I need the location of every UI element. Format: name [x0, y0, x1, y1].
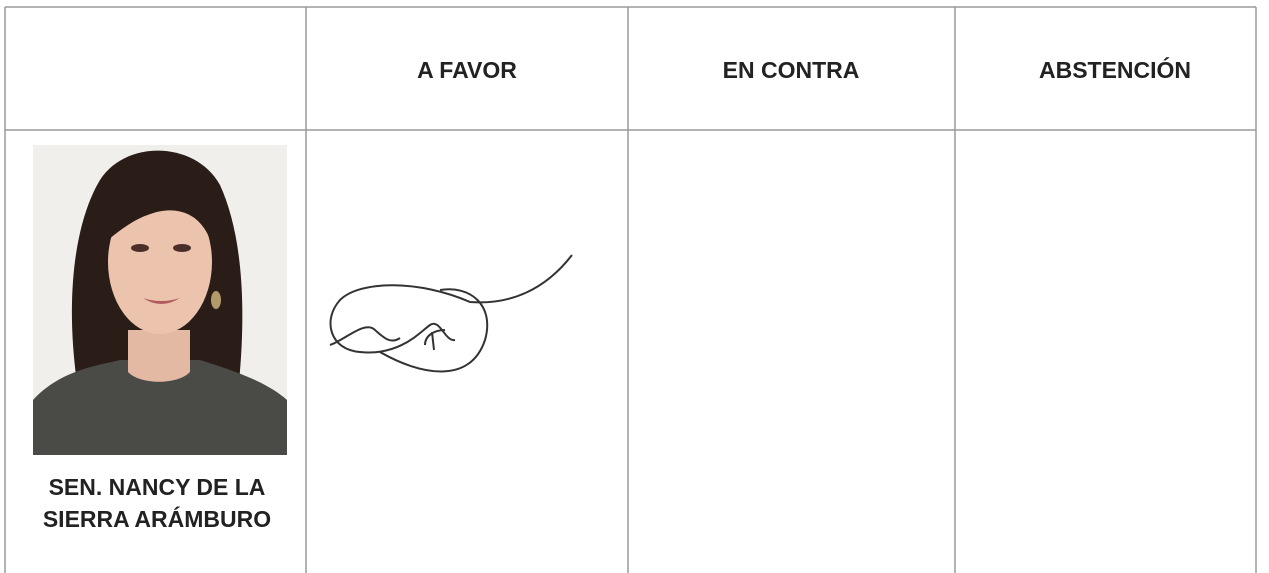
header-a-favor: A FAVOR	[417, 57, 517, 83]
header-abstencion: ABSTENCIÓN	[1039, 56, 1191, 83]
signature	[329, 254, 573, 373]
portrait-photo	[33, 145, 287, 455]
senator-name-line: SEN. NANCY DE LA	[49, 474, 266, 500]
table-grid	[4, 6, 1257, 573]
header-en-contra: EN CONTRA	[723, 57, 860, 83]
senator-name-line: SIERRA ARÁMBURO	[43, 505, 271, 532]
